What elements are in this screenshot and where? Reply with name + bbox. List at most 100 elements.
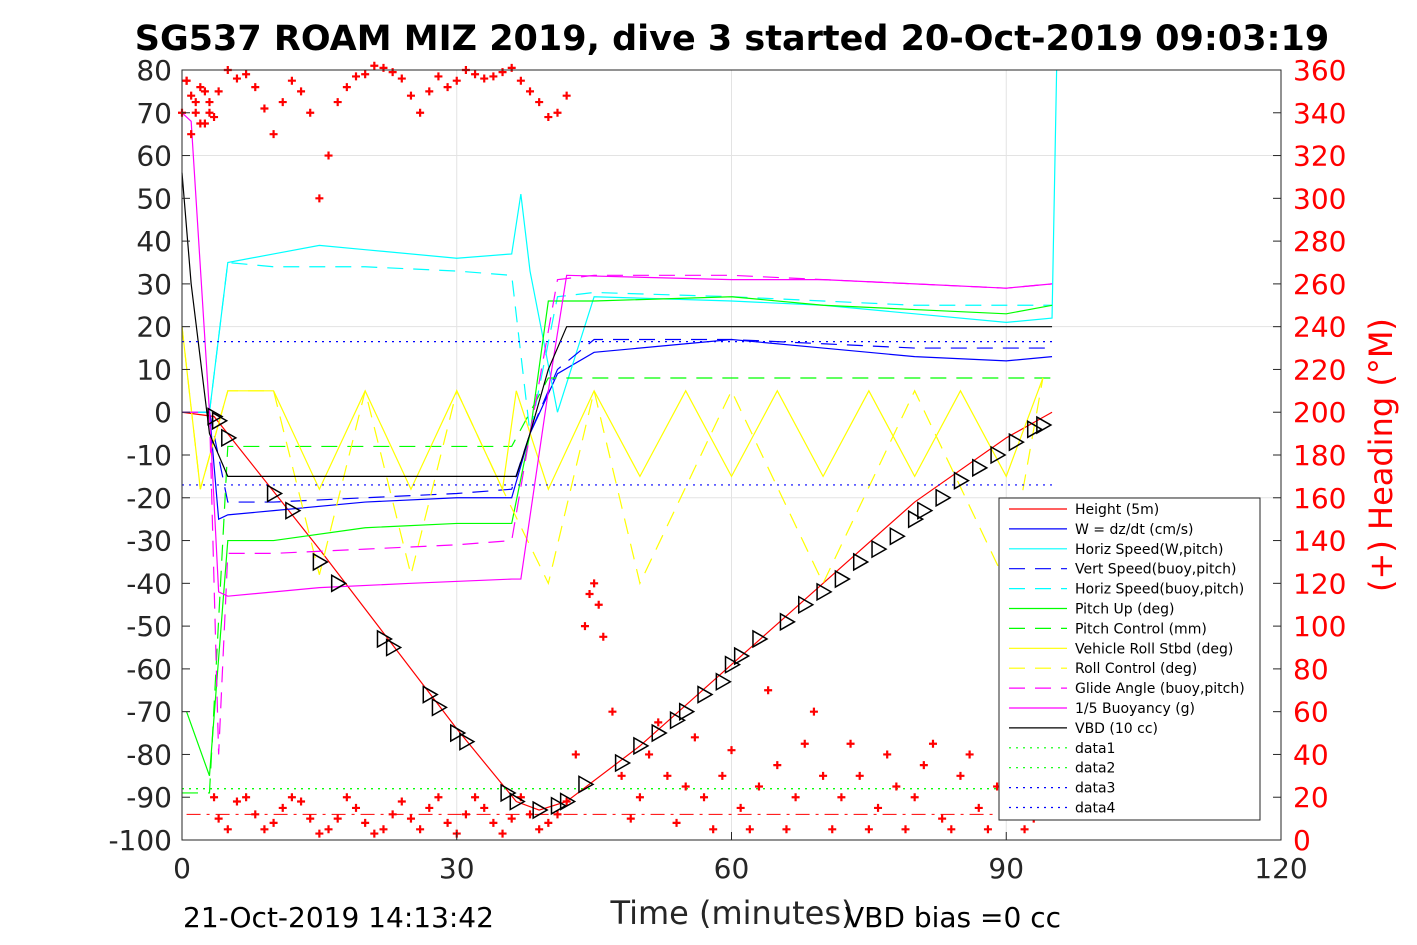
heading-marker [242, 70, 251, 79]
heading-marker [242, 793, 251, 802]
heading-marker [754, 782, 763, 791]
heading-marker [379, 825, 388, 834]
y-tick-label: -60 [126, 653, 172, 686]
height-triangle-marker [907, 509, 925, 529]
heading-marker [191, 108, 200, 117]
heading-marker [645, 750, 654, 759]
heading-marker [809, 707, 818, 716]
y-tick-label: -50 [126, 610, 172, 643]
heading-marker [617, 771, 626, 780]
height-triangle-marker [221, 428, 238, 448]
series-line-5 [182, 261, 1053, 434]
height-triangle-marker [834, 569, 851, 589]
x-tick-label: 30 [439, 852, 475, 885]
heading-marker [1020, 825, 1029, 834]
heading-marker [352, 72, 361, 81]
heading-marker [324, 825, 333, 834]
heading-marker [297, 797, 306, 806]
y-tick-label: -80 [126, 738, 172, 771]
y-right-tick-label: 0 [1293, 824, 1311, 857]
heading-marker [654, 718, 663, 727]
heading-marker [846, 739, 855, 748]
height-triangle-marker [459, 732, 476, 751]
heading-marker [837, 793, 846, 802]
heading-marker [443, 818, 452, 827]
heading-marker [324, 151, 333, 160]
y-right-tick-label: 80 [1293, 653, 1329, 686]
heading-marker [278, 98, 287, 107]
heading-marker [516, 76, 525, 85]
y-axis-right-label: (+) Heading (°M) [1362, 318, 1400, 592]
y-tick-label: -90 [126, 781, 172, 814]
height-triangle-marker [385, 638, 403, 657]
height-triangle-marker [852, 552, 870, 572]
series-line-2 [182, 338, 1053, 521]
heading-marker [269, 130, 278, 139]
heading-marker [406, 91, 415, 100]
y-tick-label: 20 [136, 311, 172, 344]
heading-marker [727, 746, 736, 755]
heading-marker [434, 72, 443, 81]
y-tick-label: -70 [126, 696, 172, 729]
heading-marker [182, 76, 191, 85]
heading-marker [585, 590, 594, 599]
legend-label: Roll Control (deg) [1075, 661, 1197, 677]
heading-marker [214, 814, 223, 823]
y-right-tick-label: 340 [1293, 97, 1346, 130]
height-triangle-marker [651, 723, 668, 743]
heading-marker [333, 814, 342, 823]
y-tick-label: 50 [136, 182, 172, 215]
heading-marker [590, 579, 599, 588]
height-triangle-marker [450, 723, 467, 743]
height-triangle-marker [211, 411, 229, 431]
legend-label: Horiz Speed(W,pitch) [1075, 542, 1223, 558]
series-layer [178, 61, 1058, 838]
y-right-tick-label: 220 [1293, 353, 1346, 386]
heading-marker [406, 814, 415, 823]
height-triangle-marker [422, 685, 439, 704]
heading-marker [200, 119, 209, 128]
heading-marker [361, 70, 370, 79]
x-tick-label: 0 [173, 852, 191, 885]
height-triangle-marker [500, 783, 517, 803]
y-tick-label: 10 [136, 353, 172, 386]
legend-label: data4 [1075, 801, 1116, 817]
height-triangle-marker [312, 552, 329, 572]
heading-marker [489, 72, 498, 81]
heading-marker [306, 108, 315, 117]
y-tick-label: 80 [136, 54, 172, 87]
heading-marker [562, 797, 571, 806]
heading-marker [663, 771, 672, 780]
heading-marker [773, 761, 782, 770]
y-right-tick-label: 60 [1293, 696, 1329, 729]
legend-label: 1/5 Buoyancy (g) [1075, 701, 1195, 717]
heading-marker [480, 74, 489, 83]
heading-marker [594, 600, 603, 609]
heading-marker [700, 793, 709, 802]
heading-marker [370, 61, 379, 70]
heading-marker [397, 797, 406, 806]
heading-marker [910, 793, 919, 802]
legend-label: W = dz/dt (cm/s) [1075, 522, 1194, 538]
heading-marker [416, 825, 425, 834]
heading-marker [379, 63, 388, 72]
legend-label: data2 [1075, 761, 1115, 777]
heading-marker [205, 108, 214, 117]
x-tick-label: 120 [1254, 852, 1307, 885]
heading-marker [828, 825, 837, 834]
heading-marker [782, 825, 791, 834]
series-line-4 [182, 338, 1053, 503]
heading-marker [452, 76, 461, 85]
height-triangle-marker [779, 612, 796, 632]
height-triangle-marker [431, 698, 448, 717]
heading-marker [210, 793, 219, 802]
y-tick-label: -20 [126, 482, 172, 515]
heading-marker [191, 98, 200, 107]
heading-marker [562, 91, 571, 100]
heading-marker [232, 797, 241, 806]
heading-marker [315, 829, 324, 838]
heading-marker [205, 98, 214, 107]
series-line-12 [181, 172, 1053, 477]
x-tick-label: 60 [714, 852, 750, 885]
y-tick-label: 40 [136, 225, 172, 258]
